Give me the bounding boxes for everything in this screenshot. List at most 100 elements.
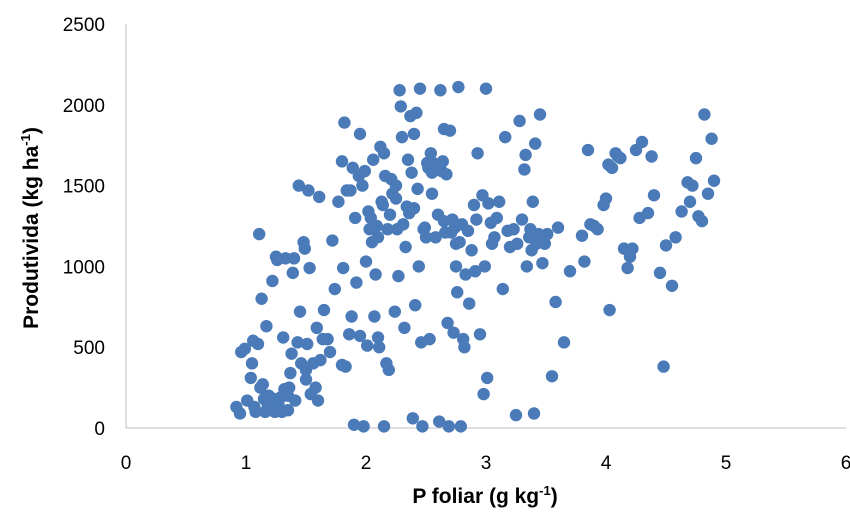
data-point <box>284 366 297 380</box>
data-point <box>293 305 307 318</box>
data-point <box>409 298 422 312</box>
data-point <box>513 114 526 128</box>
x-axis-tick-labels: 0 1 2 3 4 5 6 <box>121 453 850 474</box>
data-point <box>442 420 455 433</box>
data-point <box>365 235 379 249</box>
data-point <box>287 252 301 265</box>
data-point <box>465 244 478 257</box>
y-tick-label: 2000 <box>63 96 105 117</box>
data-point <box>496 282 509 296</box>
data-point <box>526 195 539 208</box>
data-point <box>335 358 349 372</box>
data-point <box>313 190 326 204</box>
data-point <box>473 328 487 341</box>
data-point <box>515 213 529 226</box>
data-point <box>563 265 577 278</box>
data-point <box>453 235 466 249</box>
data-point <box>463 297 476 310</box>
data-point <box>376 198 389 212</box>
x-axis-title: P foliar (g kg-1) <box>412 483 557 508</box>
data-point <box>359 255 373 268</box>
data-point <box>519 148 532 162</box>
data-point <box>452 80 465 94</box>
data-point <box>689 151 703 165</box>
data-point <box>345 310 358 323</box>
y-tick-label: 0 <box>94 419 105 440</box>
data-point <box>635 135 649 149</box>
data-point <box>440 168 453 181</box>
data-point <box>397 218 410 231</box>
data-point <box>449 260 463 273</box>
data-point <box>367 153 380 166</box>
data-point <box>411 182 424 196</box>
data-point <box>599 192 613 205</box>
data-point <box>335 155 349 168</box>
data-point <box>441 316 454 330</box>
data-point <box>233 407 247 420</box>
data-point <box>301 337 314 351</box>
data-point <box>370 219 383 233</box>
data-point <box>281 404 295 417</box>
y-tick-label: 1000 <box>63 257 105 278</box>
data-point <box>337 261 350 275</box>
data-point <box>245 357 259 370</box>
x-tick-label: 2 <box>361 453 372 474</box>
data-point <box>303 261 316 275</box>
data-point <box>675 205 688 218</box>
data-points <box>230 80 721 433</box>
y-tick-label: 2500 <box>63 15 105 36</box>
data-point <box>389 179 403 192</box>
data-point <box>413 82 427 95</box>
data-point <box>705 132 718 145</box>
x-tick-label: 3 <box>481 453 492 474</box>
data-point <box>401 153 415 166</box>
data-point <box>665 279 679 292</box>
x-tick-label: 5 <box>721 453 732 474</box>
data-point <box>478 260 491 273</box>
data-point <box>410 106 423 120</box>
data-point <box>389 192 403 205</box>
data-point <box>653 266 667 280</box>
data-point <box>281 389 295 402</box>
data-point <box>669 231 682 244</box>
data-point <box>353 127 367 141</box>
data-point <box>695 214 709 228</box>
data-point <box>467 198 481 212</box>
data-point <box>423 332 436 346</box>
data-point <box>381 223 394 236</box>
data-point <box>260 319 273 333</box>
y-axis-title: Produtivida (kg ha-1) <box>18 127 43 329</box>
data-point <box>454 420 467 433</box>
data-point <box>361 339 374 352</box>
data-point <box>698 108 711 121</box>
data-point <box>277 331 290 344</box>
data-point <box>377 147 391 160</box>
data-point <box>581 143 595 157</box>
data-point <box>509 408 523 422</box>
data-point <box>458 341 471 354</box>
data-point <box>310 321 323 335</box>
data-point <box>511 237 524 250</box>
data-point <box>482 197 495 210</box>
data-point <box>575 229 589 242</box>
y-tick-label: 500 <box>73 338 105 359</box>
data-point <box>488 231 501 244</box>
data-point <box>317 303 331 317</box>
data-point <box>529 137 542 150</box>
data-point <box>603 303 616 317</box>
data-point <box>447 326 460 339</box>
data-point <box>470 213 483 226</box>
data-point <box>383 208 397 221</box>
data-point <box>302 184 315 197</box>
data-point <box>309 381 322 394</box>
data-point <box>321 332 334 346</box>
data-point <box>538 237 551 250</box>
data-point <box>427 156 440 170</box>
data-point <box>286 266 299 280</box>
data-point <box>291 336 304 349</box>
data-point <box>418 221 431 234</box>
data-point <box>399 240 412 254</box>
data-point <box>459 268 472 281</box>
x-tick-label: 6 <box>841 453 850 474</box>
